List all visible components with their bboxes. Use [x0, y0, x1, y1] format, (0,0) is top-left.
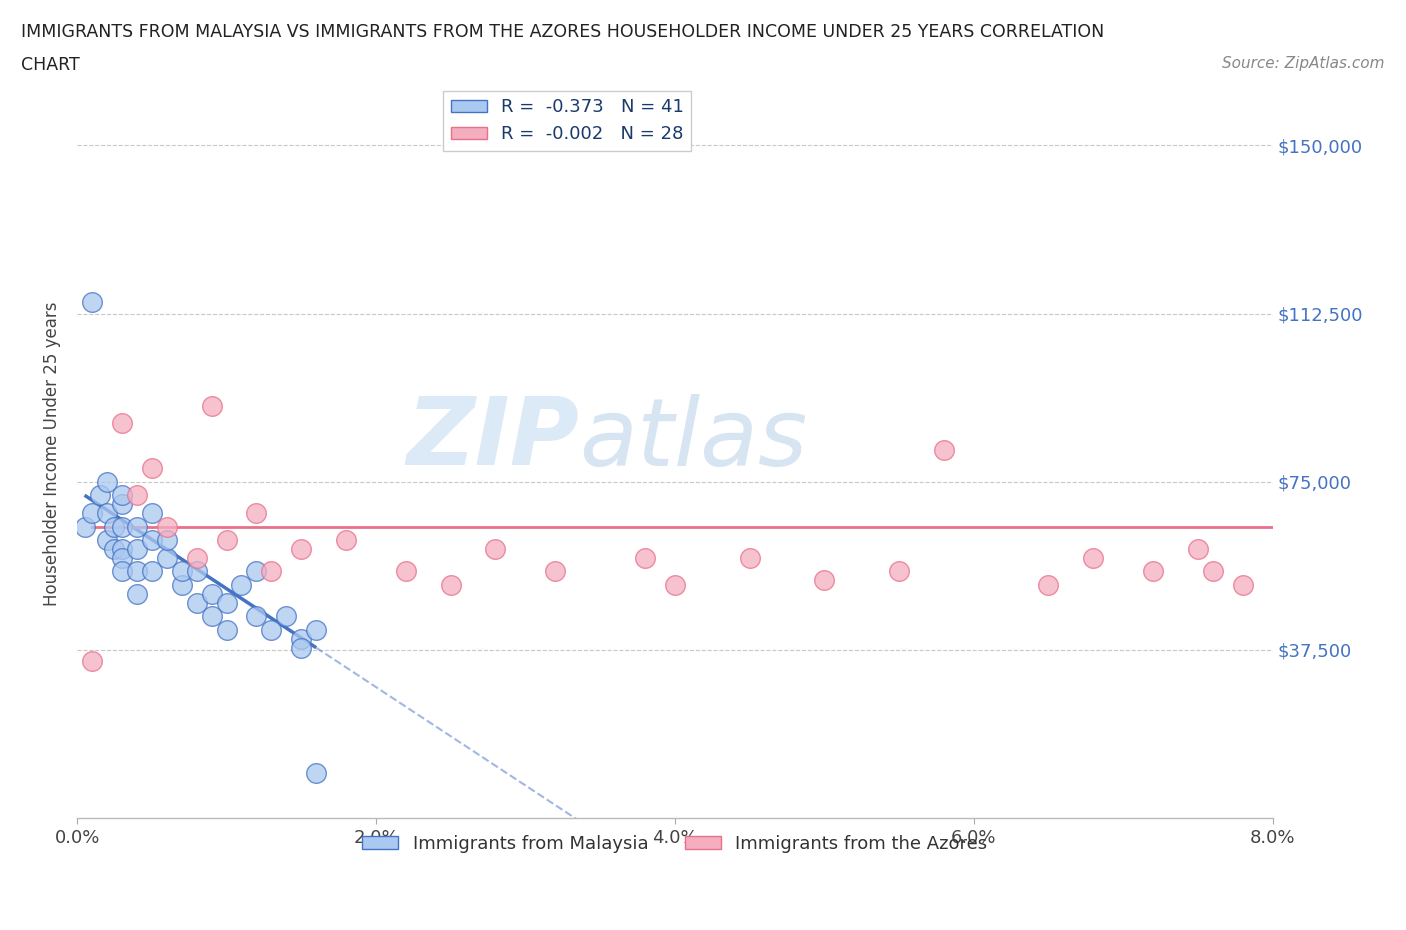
Point: [96, 533, 118, 548]
Point: [634, 551, 657, 565]
Point: [186, 595, 208, 610]
Point: [200, 587, 222, 602]
Point: [215, 622, 238, 637]
Point: [260, 564, 283, 578]
Point: [200, 398, 222, 413]
Point: [395, 564, 418, 578]
Point: [156, 519, 179, 534]
Point: [231, 578, 253, 592]
Y-axis label: Householder Income Under 25 years: Householder Income Under 25 years: [44, 301, 60, 606]
Point: [245, 564, 267, 578]
Point: [80, 295, 103, 310]
Point: [80, 506, 103, 521]
Point: [156, 551, 179, 565]
Point: [73, 519, 96, 534]
Point: [111, 541, 134, 556]
Point: [125, 564, 148, 578]
Text: CHART: CHART: [21, 56, 80, 73]
Point: [305, 622, 328, 637]
Point: [111, 497, 134, 512]
Point: [111, 551, 134, 565]
Point: [664, 578, 686, 592]
Point: [156, 533, 179, 548]
Point: [440, 578, 463, 592]
Point: [141, 533, 163, 548]
Point: [186, 564, 208, 578]
Text: IMMIGRANTS FROM MALAYSIA VS IMMIGRANTS FROM THE AZORES HOUSEHOLDER INCOME UNDER : IMMIGRANTS FROM MALAYSIA VS IMMIGRANTS F…: [21, 23, 1104, 41]
Point: [96, 506, 118, 521]
Point: [1038, 578, 1060, 592]
Legend: Immigrants from Malaysia, Immigrants from the Azores: Immigrants from Malaysia, Immigrants fro…: [356, 828, 994, 860]
Point: [305, 765, 328, 780]
Point: [80, 654, 103, 669]
Point: [103, 519, 125, 534]
Point: [1083, 551, 1105, 565]
Point: [290, 541, 312, 556]
Point: [125, 519, 148, 534]
Point: [245, 609, 267, 624]
Point: [245, 506, 267, 521]
Point: [932, 443, 955, 458]
Point: [276, 609, 298, 624]
Point: [738, 551, 761, 565]
Text: atlas: atlas: [579, 393, 807, 485]
Point: [484, 541, 506, 556]
Point: [170, 578, 193, 592]
Point: [170, 564, 193, 578]
Point: [813, 573, 835, 588]
Point: [111, 416, 134, 431]
Point: [260, 622, 283, 637]
Text: Source: ZipAtlas.com: Source: ZipAtlas.com: [1222, 56, 1385, 71]
Point: [96, 474, 118, 489]
Point: [89, 488, 111, 503]
Point: [335, 533, 357, 548]
Point: [141, 564, 163, 578]
Point: [1142, 564, 1164, 578]
Point: [1232, 578, 1254, 592]
Point: [215, 595, 238, 610]
Point: [215, 533, 238, 548]
Point: [290, 640, 312, 655]
Point: [887, 564, 910, 578]
Point: [200, 609, 222, 624]
Point: [111, 564, 134, 578]
Point: [111, 519, 134, 534]
Point: [186, 551, 208, 565]
Point: [125, 488, 148, 503]
Point: [290, 631, 312, 646]
Point: [111, 488, 134, 503]
Point: [125, 587, 148, 602]
Text: ZIP: ZIP: [406, 393, 579, 485]
Point: [1202, 564, 1225, 578]
Point: [103, 541, 125, 556]
Point: [141, 506, 163, 521]
Point: [1187, 541, 1209, 556]
Point: [125, 541, 148, 556]
Point: [141, 461, 163, 476]
Point: [544, 564, 567, 578]
